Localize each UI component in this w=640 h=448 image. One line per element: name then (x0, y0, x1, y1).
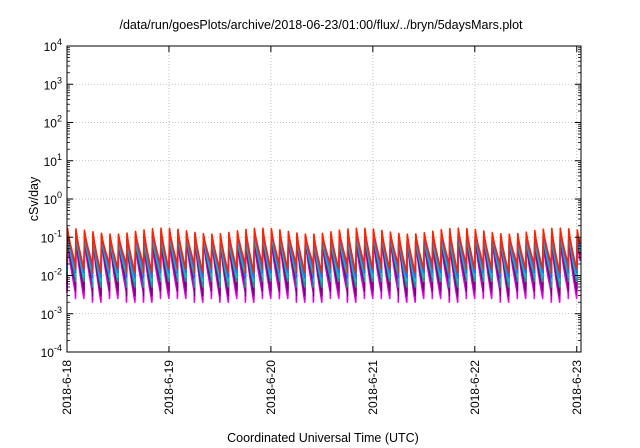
y-tick-label-base: 10 (41, 270, 55, 284)
y-tick-label: 100 (44, 190, 62, 207)
y-tick-label: 101 (44, 152, 62, 169)
y-tick-label: 10-4 (41, 343, 62, 360)
y-tick-label-base: 10 (41, 308, 55, 322)
plot-frame (66, 45, 582, 353)
y-tick-label: 103 (44, 75, 62, 92)
x-tick-label: 2018-6-20 (264, 360, 278, 415)
series-group (66, 227, 581, 303)
y-tick-label: 10-2 (41, 267, 62, 284)
x-ticks: 2018-6-18 2018-6-19 2018-6-20 2018-6-21 2018… (60, 46, 584, 415)
y-tick-label-base: 10 (44, 40, 58, 54)
chart-title: /data/run/goesPlots/archive/2018-06-23/0… (119, 18, 523, 32)
y-tick-label-exponent: -4 (54, 343, 62, 353)
y-tick-label-exponent: 1 (57, 152, 62, 162)
x-tick-label: 2018-6-19 (162, 360, 176, 415)
x-tick-label: 2018-6-22 (468, 360, 482, 415)
y-tick-label-base: 10 (44, 193, 58, 207)
y-tick-label-exponent: 2 (57, 114, 62, 124)
y-tick-label: 10-3 (41, 305, 62, 322)
y-tick-label-exponent: 3 (57, 75, 62, 85)
x-axis-label: Coordinated Universal Time (UTC) (227, 431, 419, 445)
y-tick-label-base: 10 (41, 346, 55, 360)
y-tick-label-exponent: -2 (54, 267, 62, 277)
x-tick-label: 2018-6-18 (60, 360, 74, 415)
y-tick-label-base: 10 (44, 155, 58, 169)
x-tick-label: 2018-6-21 (366, 360, 380, 415)
y-tick-label: 102 (44, 114, 62, 131)
y-tick-label-exponent: 0 (57, 190, 62, 200)
y-tick-label-base: 10 (44, 117, 58, 131)
y-tick-label-base: 10 (44, 78, 58, 92)
x-tick-label: 2018-6-23 (570, 360, 584, 415)
grid (66, 46, 581, 352)
y-tick-label-exponent: -1 (54, 228, 62, 238)
y-tick-label: 10-1 (41, 228, 62, 245)
y-axis-label: cSv/day (27, 176, 41, 221)
y-tick-label-exponent: 4 (57, 37, 62, 47)
y-tick-label-exponent: -3 (54, 305, 62, 315)
series-line (66, 227, 581, 274)
y-tick-label: 104 (44, 37, 62, 54)
y-tick-label-base: 10 (41, 231, 55, 245)
